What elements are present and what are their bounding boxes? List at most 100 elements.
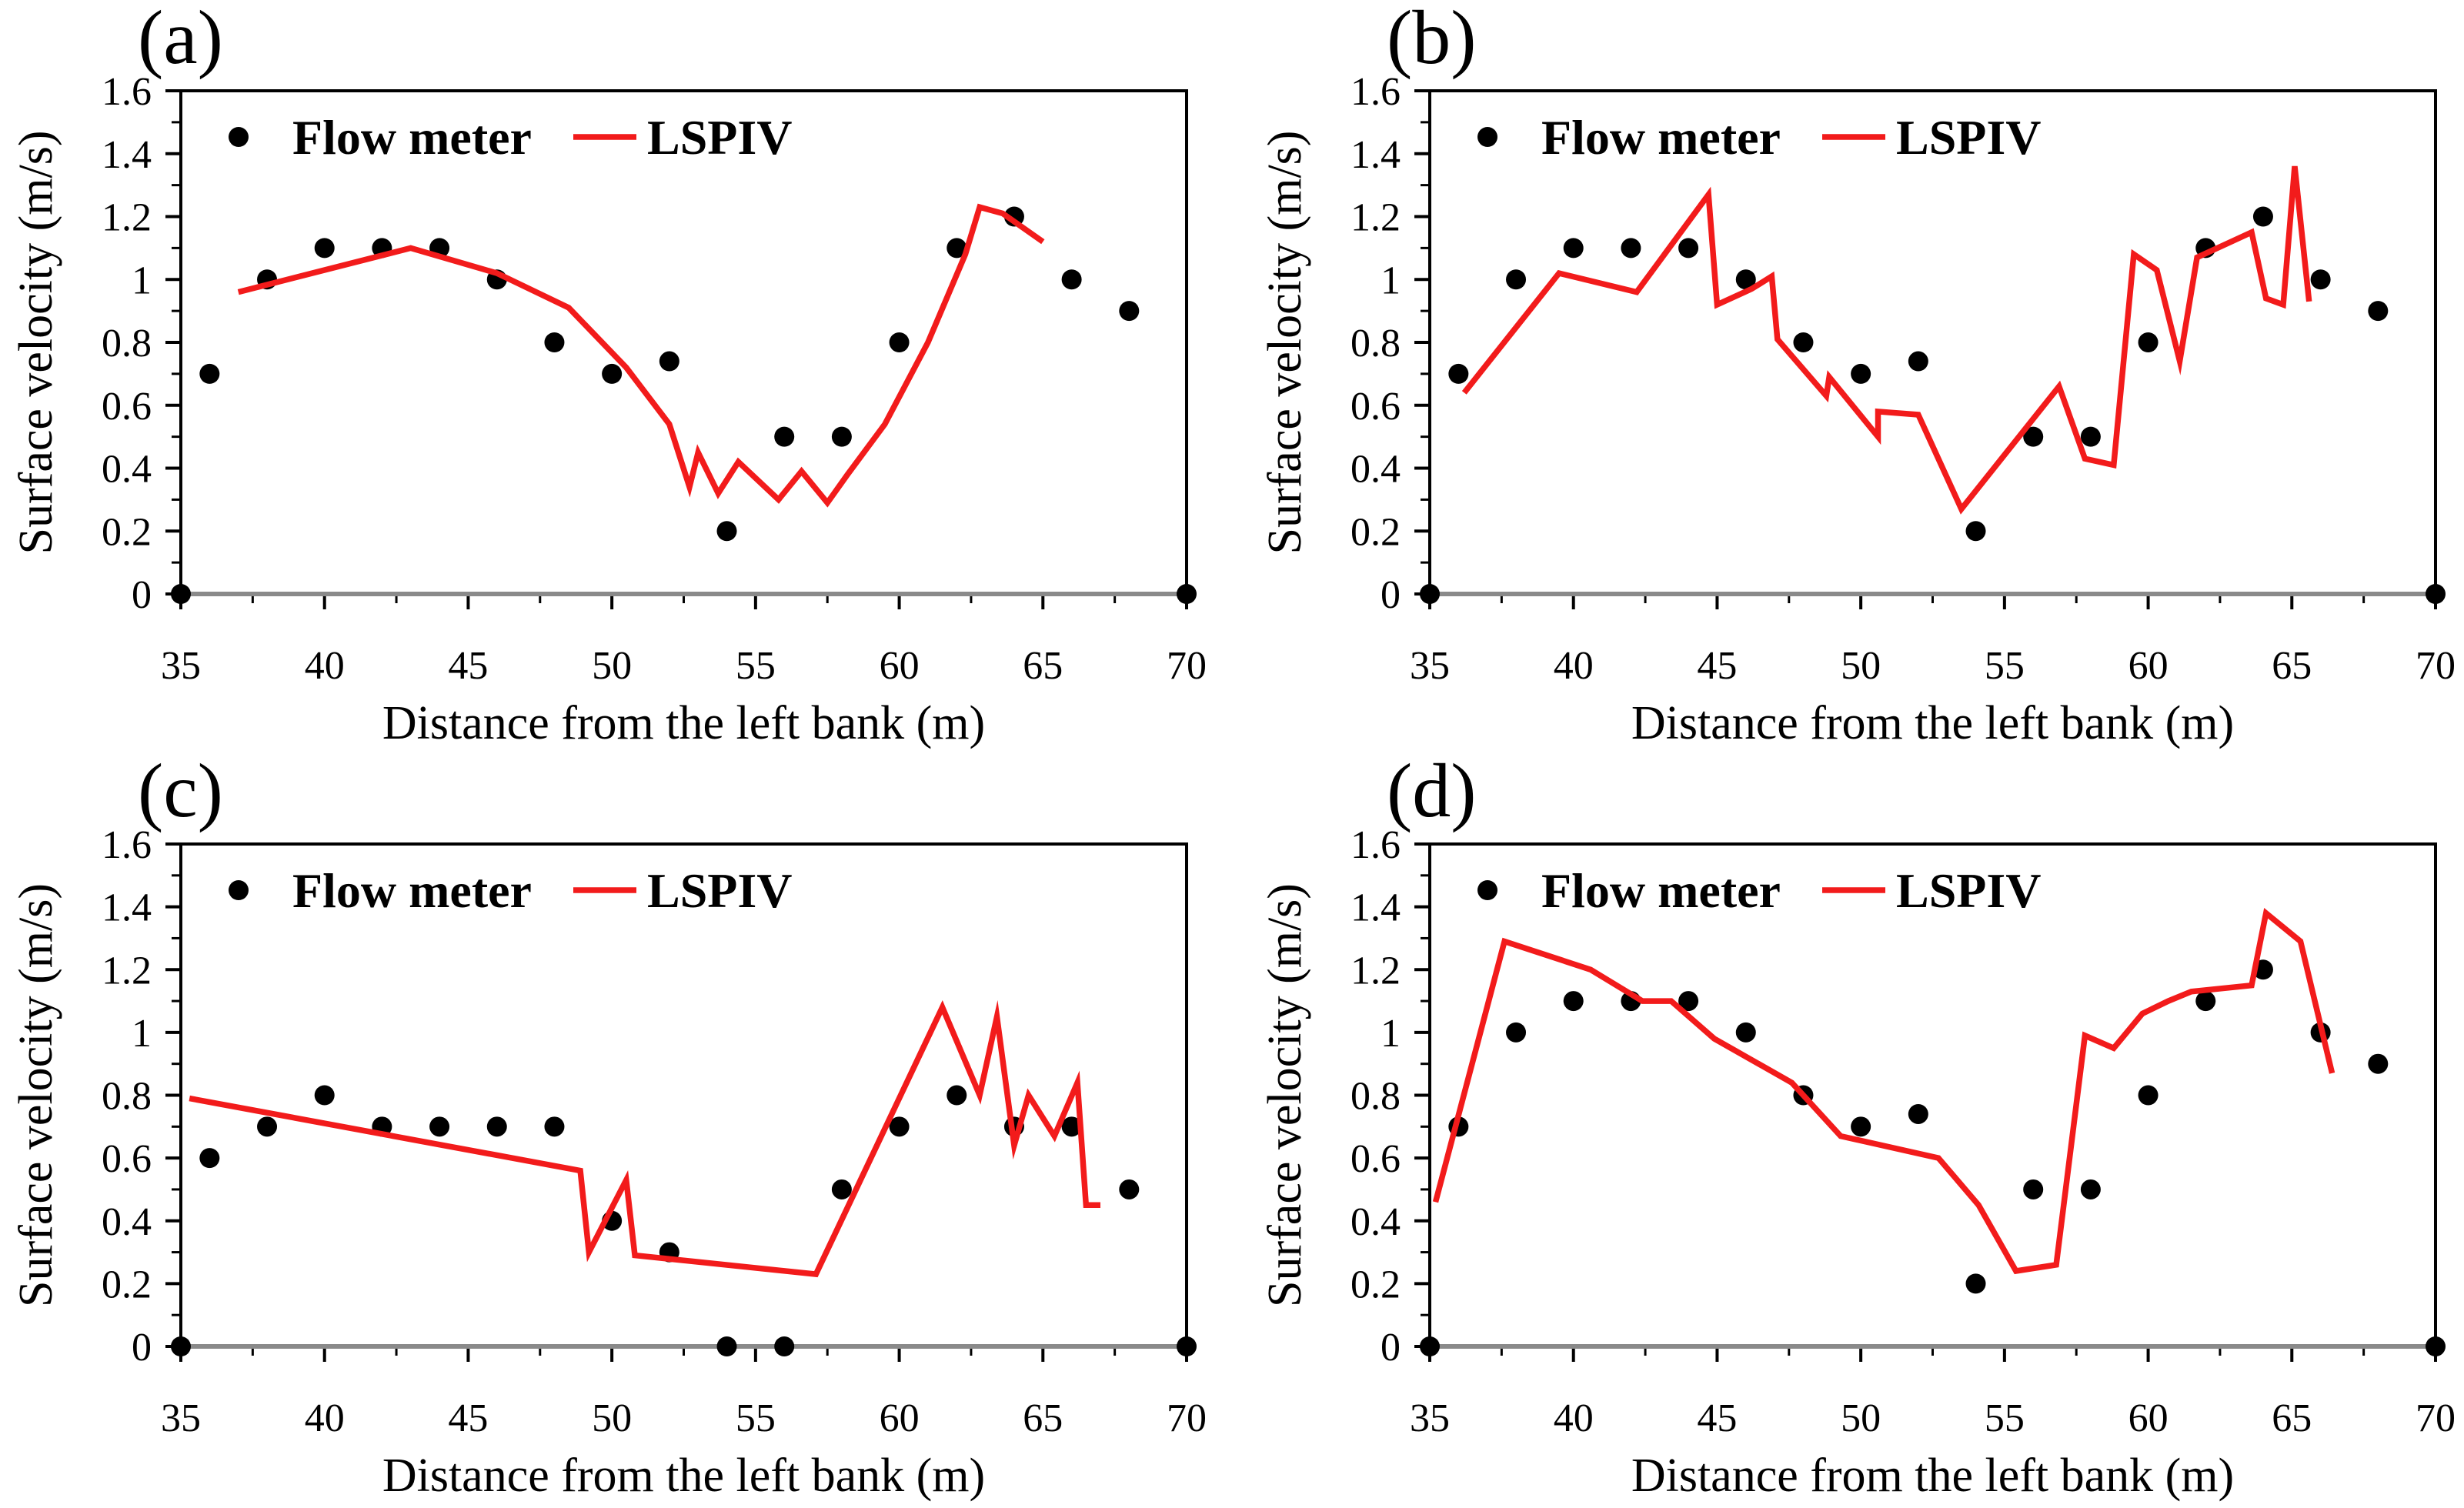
x-tick-label: 50 (592, 1396, 632, 1440)
flow-meter-point (1908, 1103, 1928, 1124)
legend-marker-flow-meter (1477, 127, 1497, 147)
y-tick-label: 1.2 (102, 949, 152, 993)
x-tick-label: 60 (880, 1396, 920, 1440)
flow-meter-point (199, 363, 220, 384)
flow-meter-point (2023, 1179, 2044, 1199)
y-tick-label: 1.6 (102, 823, 152, 867)
x-tick-label: 70 (2416, 1396, 2456, 1440)
y-tick-label: 1 (1381, 1012, 1401, 1056)
legend-label-lspiv: LSPIV (1896, 110, 2042, 165)
flow-meter-point (1061, 269, 1082, 290)
flow-meter-point (1735, 269, 1756, 290)
y-tick-label: 0.2 (102, 510, 152, 554)
flow-meter-point (1420, 1336, 1440, 1356)
y-tick-label: 1.2 (102, 196, 152, 240)
flow-meter-point (1678, 238, 1699, 259)
x-axis-label: Distance from the left bank (m) (1631, 1450, 2234, 1502)
flow-meter-series (171, 206, 1197, 604)
flow-meter-point (947, 238, 967, 259)
y-tick-label: 0 (1381, 573, 1401, 617)
flow-meter-point (774, 426, 795, 447)
flow-meter-point (1119, 1179, 1140, 1199)
flow-meter-point (2368, 301, 2389, 322)
legend-label-flow-meter: Flow meter (1541, 110, 1781, 165)
x-tick-label: 60 (2128, 644, 2169, 688)
flow-meter-point (716, 1336, 737, 1356)
y-tick-label: 0.8 (102, 322, 152, 365)
y-tick-label: 1.4 (1351, 886, 1401, 930)
x-tick-label: 65 (1023, 1396, 1063, 1440)
flow-meter-point (429, 1116, 450, 1137)
y-tick-label: 1.2 (1351, 949, 1401, 993)
x-tick-label: 65 (1023, 644, 1063, 688)
panel-c: 35 40 45 50 55 60 65 70 0 0.2 0.4 0.6 0.8 1 1.2 1.4 1.6 D… (10, 748, 1207, 1502)
flow-meter-point (889, 1116, 910, 1137)
panel-label: (b) (1387, 0, 1477, 80)
flow-meter-point (2138, 332, 2159, 352)
y-tick-label: 1.6 (102, 70, 152, 114)
lspiv-line (237, 203, 1045, 508)
x-tick-label: 35 (1410, 644, 1450, 688)
x-tick-label: 35 (161, 1396, 201, 1440)
flow-meter-point (2080, 426, 2101, 447)
y-tick-label: 0.6 (1351, 1137, 1401, 1181)
x-tick-label: 45 (448, 644, 488, 688)
y-axis-label: Surface velocity (m/s) (1259, 883, 1311, 1307)
flow-meter-point (2195, 991, 2216, 1012)
flow-meter-point (1420, 584, 1440, 604)
panel-label: (a) (138, 0, 223, 80)
flow-meter-point (1793, 332, 1814, 352)
x-axis-label: Distance from the left bank (m) (1631, 697, 2234, 749)
x-tick-label: 60 (880, 644, 920, 688)
y-tick-label: 1 (132, 259, 152, 302)
panel-d: 35 40 45 50 55 60 65 70 0 0.2 0.4 0.6 0.8 1 1.2 1.4 1.6 D… (1259, 748, 2456, 1502)
x-tick-label: 35 (161, 644, 201, 688)
flow-meter-point (1965, 1273, 1986, 1294)
x-tick-label: 50 (1841, 644, 1881, 688)
y-tick-label: 0 (1381, 1326, 1401, 1370)
x-axis-label: Distance from the left bank (m) (382, 1450, 985, 1502)
x-tick-label: 55 (736, 644, 776, 688)
flow-meter-point (2023, 426, 2044, 447)
y-tick-label: 0.6 (102, 1137, 152, 1181)
flow-meter-point (1061, 1116, 1082, 1137)
plot-frame (1428, 842, 2437, 1348)
x-tick-label: 40 (1554, 1396, 1594, 1440)
x-tick-label: 50 (592, 644, 632, 688)
legend: Flow meter LSPIV (229, 863, 793, 918)
y-tick-label: 0.4 (102, 448, 152, 492)
panel-label: (d) (1387, 748, 1477, 833)
flow-meter-point (171, 584, 191, 604)
plot-frame (1428, 89, 2437, 596)
x-tick-label: 50 (1841, 1396, 1881, 1440)
y-tick-label: 1 (132, 1012, 152, 1056)
y-tick-label: 0.2 (102, 1263, 152, 1306)
flow-meter-point (1678, 991, 1699, 1012)
y-tick-label: 0.8 (1351, 322, 1401, 365)
legend-marker-flow-meter (1477, 880, 1497, 900)
x-tick-label: 70 (1167, 644, 1207, 688)
panel-a: 35 40 45 50 55 60 65 70 0 0.2 0.4 0.6 0.8 1 1.2 1.4 1.6 D… (10, 0, 1207, 749)
x-tick-label: 65 (2272, 1396, 2312, 1440)
y-tick-label: 1 (1381, 259, 1401, 302)
flow-meter-point (2138, 1085, 2159, 1106)
flow-meter-point (544, 332, 565, 352)
flow-meter-point (1563, 991, 1584, 1012)
legend-label-lspiv: LSPIV (1896, 863, 2042, 918)
flow-meter-point (1735, 1022, 1756, 1043)
x-tick-label: 40 (305, 1396, 345, 1440)
y-tick-label: 0.4 (102, 1200, 152, 1244)
flow-meter-point (1563, 238, 1584, 259)
legend-label-flow-meter: Flow meter (292, 110, 532, 165)
legend-marker-flow-meter (229, 880, 249, 900)
flow-meter-point (2426, 1336, 2446, 1356)
lspiv-line (1461, 165, 2312, 515)
flow-meter-point (1448, 363, 1469, 384)
x-tick-label: 55 (736, 1396, 776, 1440)
lspiv-line (1432, 907, 2335, 1275)
y-tick-label: 1.4 (102, 886, 152, 930)
flow-meter-point (314, 1085, 335, 1106)
legend: Flow meter LSPIV (229, 110, 793, 165)
